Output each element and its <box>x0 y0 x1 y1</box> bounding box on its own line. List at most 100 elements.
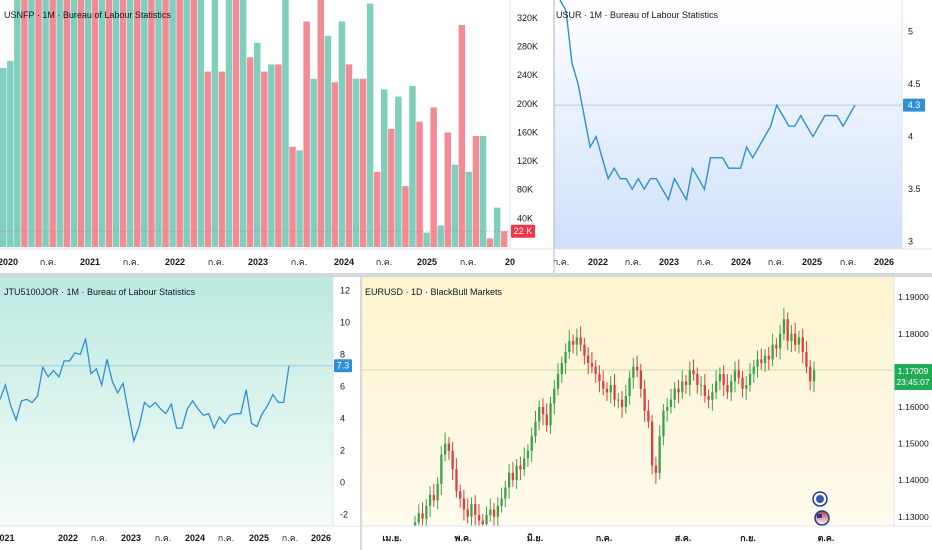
usnfp-x-tick-label: ก.ค. <box>208 257 224 267</box>
economic-event-icon[interactable] <box>812 491 828 507</box>
usnfp-x-tick-label: 2020 <box>0 257 18 267</box>
jtu-x-tick-label: 2026 <box>311 533 331 543</box>
usnfp-bar <box>493 207 501 247</box>
usnfp-bar <box>63 0 70 247</box>
eurusd-candle-body <box>790 333 793 342</box>
usur-x-tick-label: ก.ค. <box>553 257 569 267</box>
usnfp-bar <box>465 171 473 247</box>
eurusd-candle-body <box>669 399 673 407</box>
usnfp-bar <box>119 0 127 247</box>
usnfp-bar <box>127 0 134 247</box>
eurusd-candle-body <box>624 396 627 407</box>
usnfp-bar <box>98 0 106 247</box>
usur-x-tick-label: 2022 <box>588 257 608 267</box>
eurusd-price-scale[interactable] <box>894 277 932 526</box>
usnfp-last-value-badge: 22 K <box>511 224 535 238</box>
usnfp-bar <box>289 146 296 247</box>
usnfp-bar <box>479 136 487 247</box>
horizontal-pane-divider[interactable] <box>0 273 932 277</box>
usnfp-bar <box>310 78 317 247</box>
eurusd-candle-body <box>564 352 567 364</box>
eurusd-time-scale[interactable] <box>361 526 932 550</box>
usnfp-bar <box>105 0 113 247</box>
usur-y-tick-label: 4 <box>908 132 913 142</box>
eurusd-candle-body <box>651 421 654 466</box>
usnfp-bar <box>84 0 92 247</box>
eurusd-candle-body <box>620 399 624 407</box>
jtu-price-scale[interactable] <box>333 277 361 526</box>
eurusd-candle-body <box>673 388 676 400</box>
jtu-x-tick-label: 021 <box>0 533 15 543</box>
jtu-y-tick-label: -2 <box>340 509 348 519</box>
usnfp-bar <box>500 231 508 247</box>
usnfp-x-tick-label: ก.ค. <box>123 257 139 267</box>
jtu-x-tick-label: 2022 <box>58 533 78 543</box>
usnfp-bar <box>155 0 162 247</box>
usnfp-bar <box>486 238 494 247</box>
eurusd-last-price-badge: 1.17009 23:45:07 <box>894 364 932 391</box>
eurusd-x-tick-label: มิ.ย. <box>527 533 543 543</box>
eurusd-candle-body <box>809 366 812 382</box>
usnfp-bar <box>338 21 346 248</box>
usnfp-x-tick-label: ก.ค. <box>376 257 392 267</box>
usnfp-bar <box>423 232 430 247</box>
jtu-time-scale[interactable] <box>0 526 361 550</box>
eurusd-candle-body <box>775 344 778 349</box>
usnfp-bar <box>141 0 148 247</box>
usnfp-bar <box>211 0 219 247</box>
usnfp-bar <box>28 0 35 247</box>
eurusd-candle-body <box>805 352 808 367</box>
usnfp-price-scale[interactable] <box>510 0 554 249</box>
usnfp-y-tick-label: 200K <box>517 99 538 109</box>
eurusd-candle-body <box>428 494 432 506</box>
panel-eurusd[interactable]: EURUSD · 1D · BlackBull Markets 1.130001… <box>361 277 932 550</box>
us-flag-icon[interactable] <box>814 510 830 526</box>
usnfp-y-tick-label: 40K <box>517 213 533 223</box>
usnfp-x-tick-label: ก.ค. <box>40 257 56 267</box>
usnfp-bar <box>197 0 205 247</box>
usur-title: USUR · 1M · Bureau of Labour Statistics <box>556 10 719 20</box>
eurusd-candle-body <box>756 359 759 367</box>
eurusd-candle-body <box>797 337 801 345</box>
usnfp-bar <box>331 82 339 247</box>
eurusd-candle-body <box>425 505 428 519</box>
usur-y-axis: 3 3.5 4 4.5 5 <box>908 27 921 247</box>
eurusd-candle-body <box>440 454 443 484</box>
eurusd-candle-body <box>707 396 710 400</box>
eurusd-y-tick-label: 1.13000 <box>898 512 929 522</box>
usnfp-bar <box>444 132 451 247</box>
usnfp-bar <box>7 60 14 247</box>
eurusd-candle-body <box>436 483 439 501</box>
usnfp-bar <box>268 64 275 248</box>
eurusd-candle-body <box>711 392 714 400</box>
eurusd-candle-body <box>771 344 774 360</box>
panel-usnfp[interactable]: USNFP · 1M · Bureau of Labour Statistics… <box>0 0 554 273</box>
usur-x-tick-label: ก.ค. <box>625 257 641 267</box>
usnfp-bar <box>395 96 402 248</box>
jtu-y-tick-label: 8 <box>340 350 345 360</box>
panel-usur[interactable]: USUR · 1M · Bureau of Labour Statistics … <box>553 0 932 273</box>
usnfp-bar <box>49 0 56 247</box>
eurusd-x-tick-label: ก.ค. <box>596 533 612 543</box>
eurusd-candle-body <box>466 509 469 517</box>
usnfp-x-tick-label: 2021 <box>80 257 100 267</box>
usnfp-x-tick-label: 20 <box>505 257 515 267</box>
eurusd-candle-body <box>748 374 752 385</box>
usur-x-tick-label: 2023 <box>659 257 679 267</box>
usnfp-y-tick-label: 280K <box>517 42 538 52</box>
eurusd-candle-body <box>447 443 450 451</box>
eurusd-candle-body <box>632 366 635 378</box>
usnfp-bar <box>21 0 28 247</box>
jtu-title: JTU5100JOR · 1M · Bureau of Labour Stati… <box>4 287 196 297</box>
usnfp-y-tick-label: 320K <box>517 13 538 23</box>
panel-jtu[interactable]: JTU5100JOR · 1M · Bureau of Labour Stati… <box>0 277 361 550</box>
eurusd-countdown-label: 23:45:07 <box>896 377 929 387</box>
usur-x-tick-label: ก.ค. <box>768 257 784 267</box>
usur-time-scale[interactable] <box>554 249 932 273</box>
usur-price-scale[interactable] <box>902 0 932 249</box>
jtu-plot-area <box>0 277 333 526</box>
eurusd-candle-body <box>609 385 612 393</box>
usnfp-bar <box>204 71 212 247</box>
eurusd-candle-body <box>643 388 646 411</box>
usnfp-time-scale[interactable] <box>0 249 554 273</box>
